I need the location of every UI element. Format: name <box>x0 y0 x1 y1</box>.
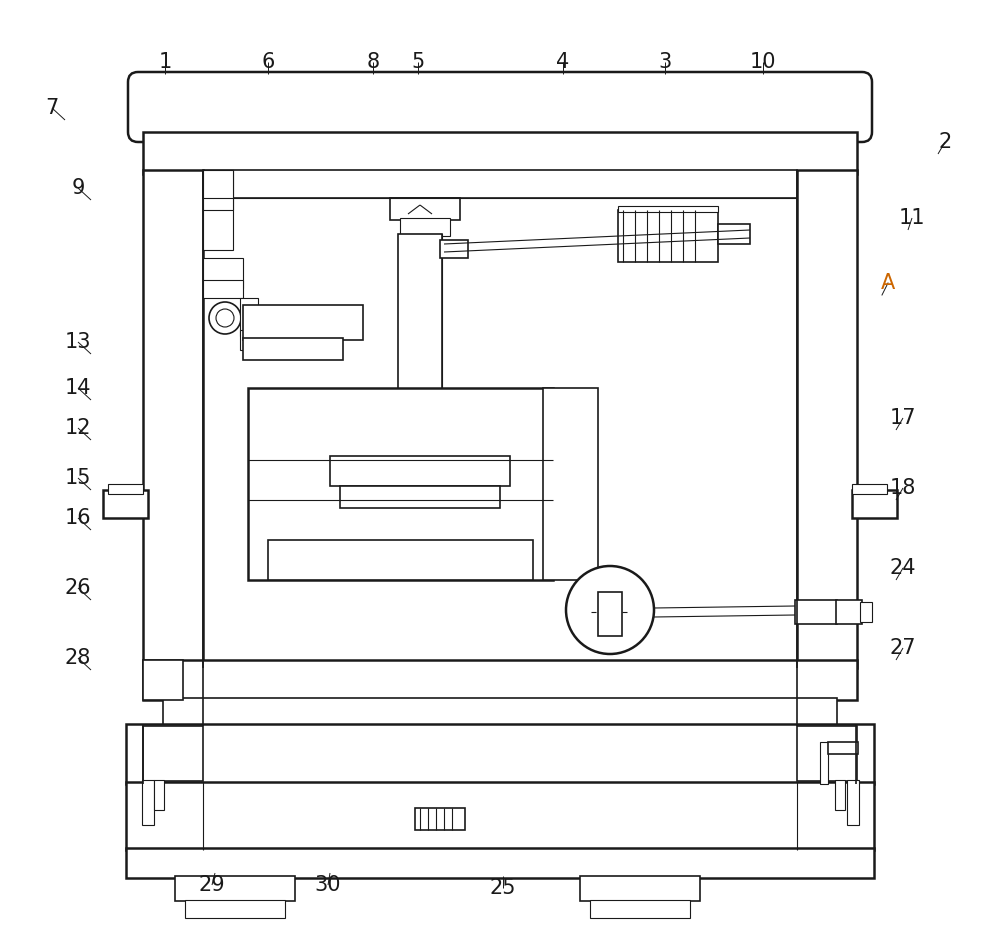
Bar <box>847 780 859 825</box>
Bar <box>836 600 862 624</box>
Bar <box>590 900 690 918</box>
Bar <box>203 280 243 298</box>
Bar <box>440 240 468 258</box>
Bar <box>240 330 258 350</box>
Bar <box>340 486 500 508</box>
Circle shape <box>216 309 234 327</box>
Text: 28: 28 <box>65 648 91 668</box>
Bar <box>330 456 510 486</box>
Bar <box>154 780 164 810</box>
Text: 8: 8 <box>366 52 380 72</box>
Bar <box>126 782 874 850</box>
Text: 29: 29 <box>199 875 225 895</box>
Bar <box>835 780 845 810</box>
Bar <box>860 602 872 622</box>
Bar <box>618 206 718 212</box>
Text: 2: 2 <box>938 132 952 152</box>
Bar <box>143 170 203 668</box>
Bar <box>365 438 475 456</box>
Text: 5: 5 <box>411 52 425 72</box>
Circle shape <box>209 302 241 334</box>
Bar <box>108 484 143 494</box>
Bar <box>380 418 460 440</box>
Text: 18: 18 <box>890 478 916 498</box>
Bar <box>398 234 442 419</box>
Bar <box>203 258 243 288</box>
Bar <box>580 876 700 901</box>
Bar <box>142 780 154 825</box>
Bar <box>398 234 442 419</box>
Bar <box>718 224 750 244</box>
Bar <box>797 726 857 781</box>
Bar <box>203 170 233 210</box>
Text: 15: 15 <box>65 468 91 488</box>
Bar <box>185 900 285 918</box>
Bar <box>618 210 718 262</box>
Text: A: A <box>881 273 895 293</box>
Text: 24: 24 <box>890 558 916 578</box>
Bar <box>143 660 857 700</box>
Bar <box>543 388 598 580</box>
Text: 26: 26 <box>65 578 91 598</box>
FancyBboxPatch shape <box>128 72 872 142</box>
Text: 27: 27 <box>890 638 916 658</box>
Bar <box>243 338 343 360</box>
Bar <box>828 742 858 754</box>
Bar <box>390 198 460 220</box>
Text: 30: 30 <box>315 875 341 895</box>
Text: 9: 9 <box>71 178 85 198</box>
Bar <box>126 848 874 878</box>
Bar <box>852 490 897 518</box>
Bar <box>795 600 837 624</box>
Text: 4: 4 <box>556 52 570 72</box>
Bar <box>243 305 363 340</box>
Bar <box>203 170 797 198</box>
Bar <box>415 808 465 830</box>
Bar <box>143 660 183 700</box>
Bar <box>240 298 258 336</box>
Text: 12: 12 <box>65 418 91 438</box>
Text: 7: 7 <box>45 98 59 118</box>
Text: 10: 10 <box>750 52 776 72</box>
Bar <box>852 484 887 494</box>
Bar <box>820 742 828 784</box>
Bar <box>400 218 450 236</box>
Bar <box>268 540 533 580</box>
Circle shape <box>566 566 654 654</box>
Text: 16: 16 <box>65 508 91 528</box>
Bar <box>143 132 857 174</box>
Bar <box>143 726 203 781</box>
Bar <box>103 490 148 518</box>
Text: 6: 6 <box>261 52 275 72</box>
Bar <box>797 170 857 668</box>
Text: 3: 3 <box>658 52 672 72</box>
Text: 17: 17 <box>890 408 916 428</box>
Bar <box>248 388 553 580</box>
Bar <box>175 876 295 901</box>
Bar <box>203 170 233 250</box>
Bar <box>163 698 837 726</box>
Text: 25: 25 <box>490 878 516 898</box>
Bar <box>126 724 874 784</box>
Text: 11: 11 <box>899 208 925 228</box>
Bar <box>598 592 622 636</box>
Text: 1: 1 <box>158 52 172 72</box>
Text: 13: 13 <box>65 332 91 352</box>
Text: 14: 14 <box>65 378 91 398</box>
